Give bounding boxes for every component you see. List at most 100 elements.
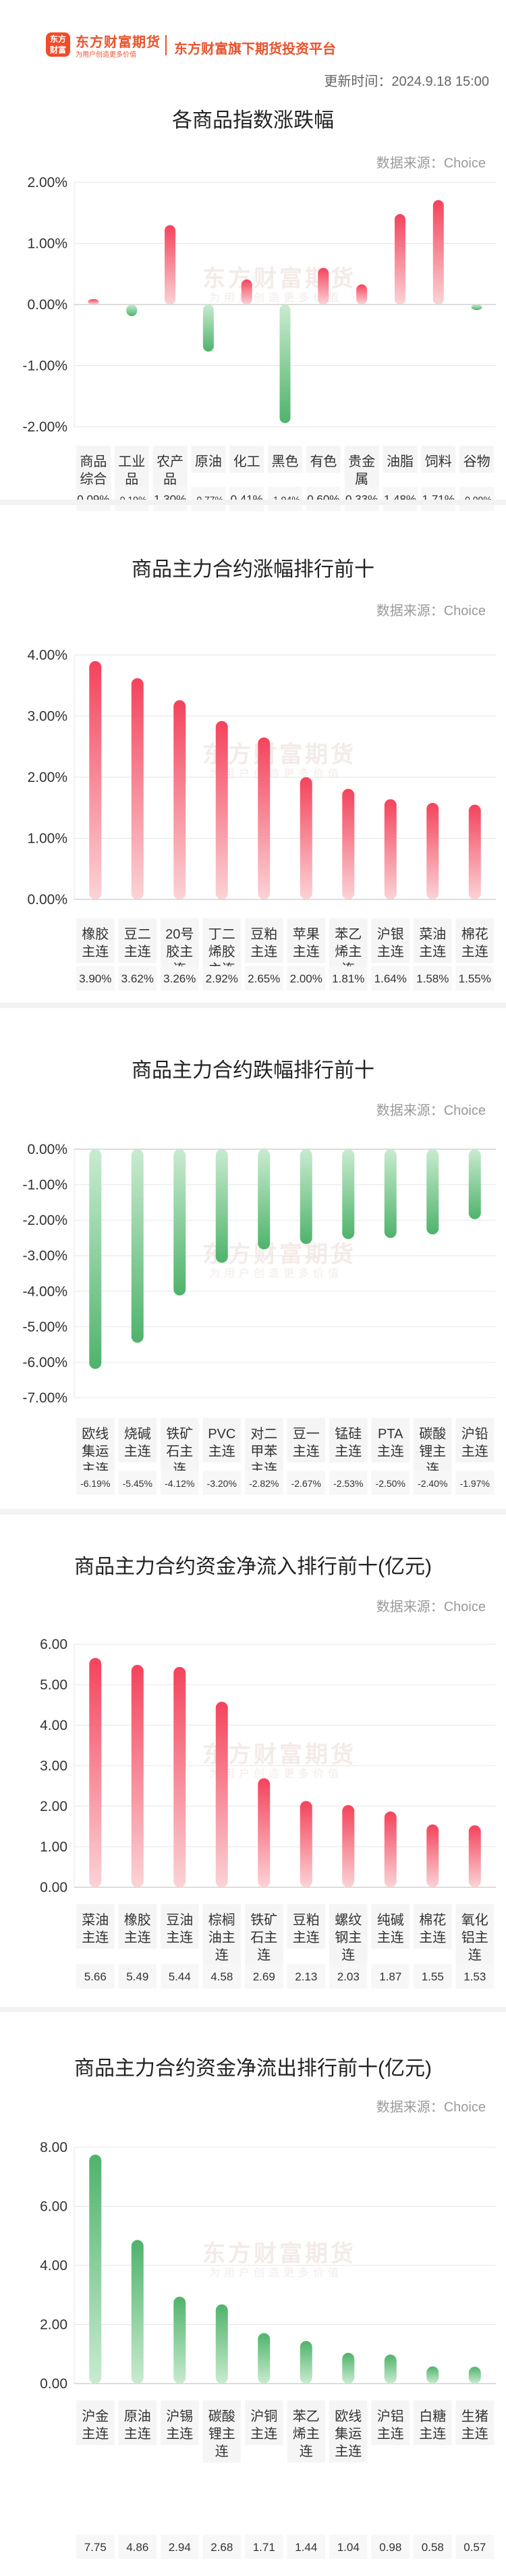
value-label-box (114, 487, 149, 511)
chart-title: 各商品指数涨跌幅 (172, 109, 334, 132)
bar (300, 2341, 312, 2384)
y-tick-label: -6.00% (22, 1355, 67, 1370)
category-label-box (459, 446, 494, 473)
category-label-box (371, 2400, 410, 2445)
bar (215, 2304, 228, 2384)
category-label: 主连 (377, 1444, 404, 1459)
value-label-box (344, 487, 379, 511)
category-label: 主连 (124, 2426, 151, 2442)
value-label: 1.55 (422, 1970, 444, 1983)
category-label: 锂主 (208, 2426, 235, 2442)
category-label: 橡胶 (124, 1912, 151, 1928)
value-label-box (202, 2535, 241, 2559)
category-label: 主连 (335, 1444, 362, 1459)
y-tick-label: -7.00% (22, 1390, 67, 1406)
chart-section-top-gainers: 商品主力合约涨幅排行前十 数据来源：Choice 东方财富期货 为用户创造更多价… (0, 533, 506, 999)
value-label: 2.92% (206, 972, 238, 985)
bar (131, 1664, 144, 1887)
bar (384, 1811, 397, 1887)
bar (426, 803, 439, 899)
brand-name: 东方财富期货 (76, 35, 161, 50)
value-label-box (459, 487, 494, 511)
value-label: 2.03 (337, 1970, 360, 1983)
category-label: 白糖 (419, 2409, 446, 2424)
y-tick-label: 2.00% (27, 175, 67, 190)
category-label: 铝主 (461, 1930, 488, 1945)
value-label-box (414, 966, 452, 991)
y-tick-label: -1.00% (22, 359, 67, 374)
value-label: -6.19% (80, 1478, 110, 1489)
category-label: 钢主 (335, 1930, 362, 1945)
value-label: 2.00% (290, 972, 322, 985)
y-tick-label: 3.00% (27, 709, 67, 725)
value-label-box (118, 1964, 157, 1989)
y-tick-label: 1.00 (40, 1839, 67, 1855)
chart-title: 商品主力合约跌幅排行前十 (132, 1059, 374, 1082)
bar (342, 1805, 355, 1887)
y-tick-label: 0.00% (27, 297, 67, 313)
data-source: 数据来源：Choice (376, 2100, 486, 2115)
y-tick-label: 0.00 (40, 1880, 67, 1895)
category-label: 锂主 (419, 1444, 446, 1459)
category-label: 主连 (419, 944, 446, 960)
category-label-box (455, 918, 494, 963)
category-label-box (202, 1904, 241, 1966)
value-label: -1.97% (460, 1478, 490, 1489)
y-tick-label: 0.00% (27, 892, 67, 908)
category-label: 欧线 (82, 1426, 109, 1442)
y-tick-label: -4.00% (22, 1284, 67, 1299)
category-label: 苯乙 (293, 2409, 320, 2424)
value-label: 1.55% (459, 972, 491, 985)
category-label-box (344, 446, 379, 490)
chart-title: 商品主力合约资金净流入排行前十(亿元) (74, 1556, 432, 1578)
bar (356, 284, 368, 305)
category-label: 碳酸 (208, 2409, 235, 2424)
category-label-box (414, 2400, 452, 2445)
category-label: 棕榈 (208, 1912, 235, 1928)
bar (279, 305, 291, 423)
bar (426, 2366, 439, 2384)
chart-title: 商品主力合约资金净流出排行前十(亿元) (74, 2057, 432, 2080)
category-label-box (414, 918, 452, 963)
category-label: 连 (215, 2444, 229, 2459)
bar (258, 1778, 271, 1887)
category-label-box (371, 1418, 410, 1463)
bar (432, 200, 444, 305)
category-label: 烯主 (335, 944, 362, 960)
value-label: 4.58 (210, 1970, 233, 1983)
category-label-box (245, 1904, 283, 1966)
value-label: 1.53 (463, 1970, 486, 1983)
watermark-sub: 为用户创造更多价值 (209, 1768, 343, 1780)
category-label-box (202, 1418, 241, 1463)
bar (126, 305, 138, 317)
section-divider (0, 2007, 506, 2012)
value-label-box (202, 966, 241, 991)
value-label: 5.66 (84, 1970, 107, 1983)
category-label: 主连 (461, 2426, 488, 2442)
category-label: 石主 (166, 1444, 193, 1459)
bar (468, 2367, 481, 2384)
category-label: 原油 (195, 454, 222, 469)
category-label: 综合 (80, 471, 107, 487)
update-time: 更新时间：2024.9.18 15:00 (324, 74, 489, 89)
value-label-box (245, 1471, 283, 1495)
category-label: 苹果 (293, 926, 320, 942)
y-tick-label: -3.00% (22, 1248, 67, 1264)
category-label: 豆油 (166, 1912, 193, 1928)
value-label-box (371, 2535, 410, 2559)
category-label: 铁矿 (250, 1912, 277, 1928)
y-tick-label: -2.00% (22, 419, 67, 435)
value-label-box (229, 487, 264, 511)
value-label: 2.65% (248, 972, 280, 985)
category-label-box (76, 1904, 115, 1949)
value-label: 1.81% (332, 972, 364, 985)
section-divider (0, 500, 506, 505)
section-divider (0, 1003, 506, 1008)
category-label: 连 (468, 1947, 482, 1963)
category-label-box (414, 1418, 452, 1480)
value-label: 1.64% (374, 972, 407, 985)
category-label: 生猪 (461, 2409, 488, 2424)
category-label: 主连 (166, 1930, 193, 1945)
value-label: -2.40% (418, 1478, 447, 1489)
